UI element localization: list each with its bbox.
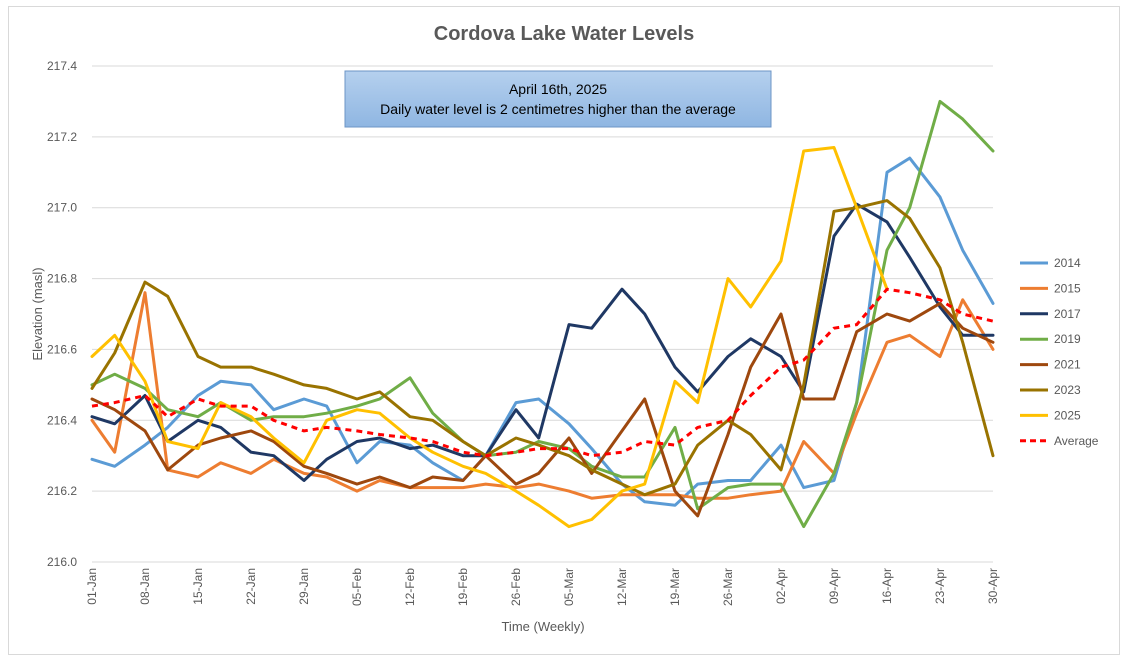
x-tick-label: 01-Jan [85, 568, 99, 605]
x-tick-label: 08-Jan [138, 568, 152, 605]
x-tick-label: 16-Apr [880, 568, 894, 604]
legend-item-average: Average [1020, 434, 1099, 448]
x-tick-label: 19-Mar [668, 568, 682, 606]
y-tick-label: 216.6 [47, 342, 77, 356]
y-tick-label: 216.2 [47, 484, 77, 498]
legend-item-2025: 2025 [1020, 408, 1081, 422]
chart-title: Cordova Lake Water Levels [434, 23, 694, 45]
legend-item-2017: 2017 [1020, 307, 1081, 321]
x-tick-label: 12-Feb [403, 568, 417, 606]
legend-label: 2021 [1054, 358, 1081, 372]
legend-label: 2023 [1054, 383, 1081, 397]
y-axis-title: Elevation (masl) [30, 267, 45, 360]
legend-label: 2017 [1054, 307, 1081, 321]
legend-label: 2025 [1054, 408, 1081, 422]
y-tick-label: 216.0 [47, 555, 77, 569]
legend-item-2021: 2021 [1020, 358, 1081, 372]
x-tick-label: 05-Mar [562, 568, 576, 606]
x-tick-label: 22-Jan [244, 568, 258, 605]
y-tick-label: 216.8 [47, 272, 77, 286]
x-tick-label: 05-Feb [350, 568, 364, 606]
x-tick-label: 23-Apr [933, 568, 947, 604]
x-tick-label: 30-Apr [986, 568, 1000, 604]
legend-label: Average [1054, 434, 1099, 448]
x-tick-label: 26-Mar [721, 568, 735, 606]
series-line-2023 [90, 199, 995, 497]
legend-label: 2015 [1054, 281, 1081, 295]
annotation-line-1: April 16th, 2025 [509, 81, 607, 97]
legend-item-2014: 2014 [1020, 256, 1081, 270]
x-tick-label: 09-Apr [827, 568, 841, 604]
legend-item-2023: 2023 [1020, 383, 1081, 397]
y-tick-label: 217.4 [47, 59, 77, 73]
legend-label: 2019 [1054, 332, 1081, 346]
x-tick-label: 19-Feb [456, 568, 470, 606]
x-tick-label: 29-Jan [297, 568, 311, 605]
series-line-2021 [90, 301, 995, 518]
series-line-2019 [90, 99, 995, 529]
gridlines [92, 65, 993, 563]
series-line-2017 [90, 202, 995, 482]
x-tick-label: 26-Feb [509, 568, 523, 606]
y-axis-ticks: 216.0 216.2 216.4 216.6 216.8 217.0 217.2 217.4 [47, 59, 77, 569]
series-lines [90, 99, 995, 529]
x-tick-label: 12-Mar [615, 568, 629, 606]
y-tick-label: 217.0 [47, 201, 77, 215]
x-tick-label: 02-Apr [774, 568, 788, 604]
y-tick-label: 216.4 [47, 413, 77, 427]
x-axis-ticks: 01-Jan 08-Jan 15-Jan 22-Jan 29-Jan 05-Feb 12-F… [85, 568, 1000, 606]
annotation-box: April 16th, 2025 Daily water level is 2 … [344, 70, 772, 128]
x-tick-label: 15-Jan [191, 568, 205, 605]
legend-item-2019: 2019 [1020, 332, 1081, 346]
x-axis-title: Time (Weekly) [501, 619, 584, 634]
annotation-line-2: Daily water level is 2 centimetres highe… [380, 101, 736, 117]
legend-label: 2014 [1054, 256, 1081, 270]
y-tick-label: 217.2 [47, 130, 77, 144]
legend-item-2015: 2015 [1020, 281, 1081, 295]
legend: 2014 2015 2017 2019 2021 2023 2025 Average [1020, 256, 1099, 448]
series-line-2025 [90, 146, 889, 529]
